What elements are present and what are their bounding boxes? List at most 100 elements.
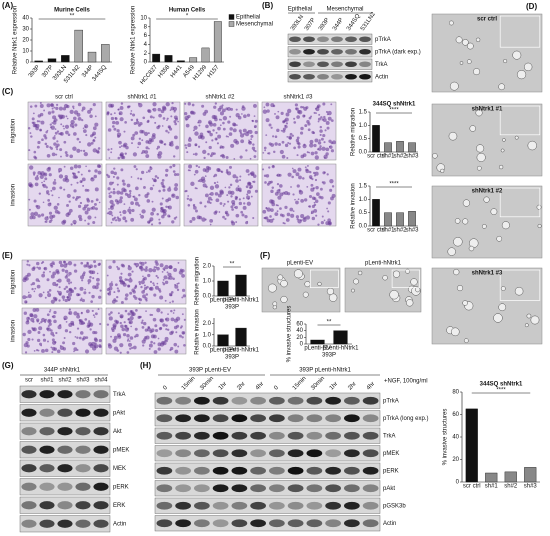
- band: [21, 501, 37, 510]
- label: 0.0: [203, 294, 212, 300]
- cell: [85, 134, 88, 137]
- cell: [69, 154, 74, 159]
- cell: [124, 293, 129, 297]
- cell: [322, 118, 327, 123]
- cell: [187, 169, 190, 172]
- cell: [156, 212, 159, 216]
- label: pTrkA (dark exp.): [375, 49, 421, 55]
- cell: [156, 282, 159, 285]
- cell: [37, 214, 41, 218]
- cell: [63, 287, 67, 291]
- cell: [50, 274, 55, 279]
- label: 2hr: [236, 381, 246, 391]
- cell: [48, 310, 51, 313]
- cell: [432, 153, 438, 159]
- cell: [51, 346, 56, 351]
- bar: [176, 60, 185, 63]
- cell: [503, 59, 508, 64]
- cell: [209, 132, 213, 137]
- cell: [220, 170, 222, 173]
- cell: [36, 266, 39, 269]
- band: [39, 519, 55, 528]
- inset: [499, 105, 541, 136]
- band: [75, 464, 91, 473]
- cell: [120, 324, 124, 329]
- cell: [462, 300, 468, 306]
- cell: [227, 200, 230, 203]
- cell: [154, 285, 159, 290]
- cell: [245, 149, 248, 152]
- label: 344P: [332, 17, 345, 32]
- cell: [321, 181, 324, 184]
- cell: [327, 201, 331, 205]
- label: pLenti-EV: [304, 346, 330, 352]
- bar: [87, 51, 97, 63]
- cell: [207, 196, 212, 201]
- band: [156, 484, 173, 493]
- cell: [26, 260, 29, 263]
- band: [93, 445, 109, 454]
- cell: [59, 263, 64, 268]
- cell: [286, 212, 291, 217]
- cell: [317, 141, 322, 145]
- cell: [241, 106, 246, 111]
- cell: [127, 208, 132, 213]
- cell: [134, 131, 139, 135]
- cell: [158, 290, 162, 293]
- band: [306, 466, 323, 475]
- cell: [32, 266, 36, 270]
- cell: [310, 183, 314, 187]
- cell: [170, 115, 173, 118]
- cell: [169, 301, 171, 304]
- cell: [328, 221, 332, 225]
- cell: [127, 342, 133, 347]
- cell: [233, 206, 236, 209]
- label: scr: [25, 378, 33, 384]
- cell: [36, 284, 41, 289]
- cell: [170, 291, 174, 294]
- cell: [141, 319, 144, 322]
- cell: [194, 143, 198, 147]
- cell: [181, 273, 185, 278]
- cell: [277, 274, 284, 281]
- label: 0: [162, 384, 169, 391]
- cell: [87, 142, 92, 147]
- band: [156, 449, 173, 458]
- cell: [296, 115, 300, 119]
- band: [269, 449, 285, 458]
- cell: [43, 109, 46, 112]
- cell: [217, 134, 222, 139]
- label: scr ctrl: [367, 228, 385, 234]
- cell: [222, 215, 225, 219]
- cell: [38, 322, 41, 325]
- cell: [35, 308, 40, 312]
- label: pTrkA: [383, 398, 399, 404]
- cell: [79, 320, 84, 325]
- cell: [111, 329, 115, 333]
- cell: [130, 201, 134, 206]
- cell: [302, 153, 307, 157]
- band: [39, 464, 55, 473]
- cell: [277, 195, 282, 200]
- cell: [326, 207, 328, 210]
- band: [362, 519, 379, 528]
- cell: [64, 269, 69, 274]
- label: shNtrk1 #1: [472, 107, 503, 113]
- cell: [253, 155, 257, 158]
- label: Relative Ntrk1 expression: [131, 6, 137, 74]
- cell: [48, 220, 52, 224]
- cell: [51, 122, 54, 124]
- cell: [33, 314, 38, 319]
- cell: [165, 205, 168, 208]
- cell: [265, 102, 270, 107]
- cell: [265, 118, 270, 123]
- cell: [516, 69, 527, 80]
- cell: [317, 223, 320, 226]
- cell: [325, 221, 330, 226]
- label: (D): [526, 2, 537, 11]
- cell: [83, 264, 87, 268]
- label: pAkt: [383, 486, 395, 492]
- cell: [116, 295, 119, 299]
- cell: [91, 294, 95, 299]
- cell: [215, 198, 220, 203]
